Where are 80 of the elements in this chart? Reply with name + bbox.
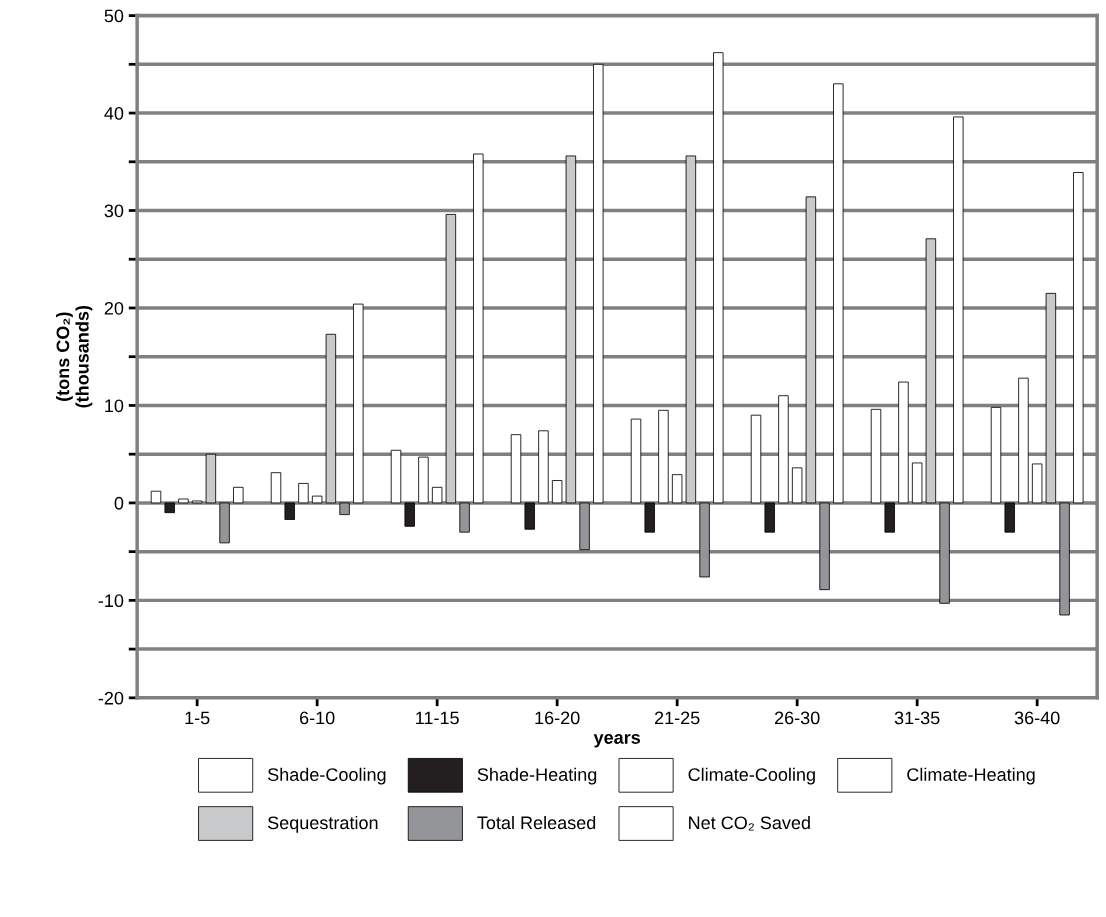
y-tick-label: 50	[104, 9, 124, 23]
bar	[819, 502, 830, 591]
bar	[1004, 502, 1015, 533]
bar	[431, 486, 443, 504]
x-tick-label: 6-10	[300, 711, 335, 725]
bar	[685, 155, 697, 504]
bar	[911, 462, 923, 504]
bar	[510, 434, 522, 504]
bar	[339, 502, 350, 516]
legend-label: Shade-Heating	[477, 767, 597, 785]
legend-label: Total Released	[477, 815, 596, 830]
bar	[870, 408, 882, 504]
bar	[150, 490, 162, 504]
bar	[459, 502, 470, 533]
y-tick-label: 30	[104, 204, 124, 218]
bar	[833, 83, 844, 504]
legend-label: Shade-Cooling	[267, 767, 386, 785]
bar	[1031, 463, 1043, 504]
bar	[524, 502, 535, 530]
y-tick-label: -20	[98, 691, 124, 705]
y-tick-label: 0	[114, 496, 124, 510]
bar	[473, 153, 484, 504]
bar	[284, 502, 295, 520]
bar	[953, 116, 964, 504]
bar	[311, 495, 323, 504]
bar	[593, 63, 604, 504]
bar	[205, 453, 217, 504]
y-tick-label: 40	[104, 106, 124, 120]
bar	[778, 395, 789, 504]
bar	[219, 502, 230, 544]
bar	[713, 52, 724, 504]
bar	[538, 430, 549, 504]
bar	[990, 406, 1002, 504]
bar	[764, 502, 775, 533]
bar	[699, 502, 710, 578]
bar	[298, 483, 309, 504]
x-tick-label: 11-15	[416, 711, 459, 725]
bar	[925, 238, 937, 504]
bar	[644, 502, 655, 533]
bar	[579, 502, 590, 551]
bar	[884, 502, 895, 533]
bar	[445, 214, 457, 504]
y-axis-title: (tons CO₂) (thousands)	[56, 305, 93, 408]
y-tick-label: -10	[98, 594, 124, 608]
bar	[658, 409, 669, 504]
bar	[233, 486, 244, 504]
legend-label: Sequestration	[267, 815, 378, 833]
x-tick-label: 16-20	[535, 711, 580, 725]
bar	[565, 155, 577, 504]
bar	[898, 381, 909, 504]
bar	[805, 196, 817, 504]
bar	[939, 502, 950, 604]
bar	[325, 333, 337, 504]
bar	[630, 418, 642, 504]
legend-label: Net CO₂ Saved	[689, 815, 810, 831]
bar	[404, 502, 415, 527]
x-axis-title: years	[593, 734, 641, 748]
x-tick-label: 36-40	[1014, 711, 1060, 725]
bar	[270, 472, 282, 504]
bar	[164, 502, 175, 514]
bar	[178, 498, 189, 504]
bar	[1045, 292, 1057, 504]
bar	[1059, 502, 1070, 616]
bar	[1018, 377, 1029, 504]
bar	[750, 414, 762, 504]
bar	[390, 449, 402, 504]
y-tick-label: 20	[104, 301, 124, 315]
bar	[791, 467, 803, 504]
x-tick-label: 26-30	[774, 711, 820, 725]
x-tick-label: 31-35	[894, 711, 940, 725]
x-tick-label: 21-25	[654, 711, 700, 725]
x-tick-label: 1-5	[185, 711, 210, 725]
y-tick-label: 10	[105, 399, 124, 413]
bar	[551, 480, 563, 504]
legend-label: Climate-Cooling	[688, 767, 815, 785]
bar	[671, 474, 683, 504]
legend-label: Climate-Heating	[907, 767, 1035, 785]
bar	[353, 303, 364, 504]
bar	[1073, 172, 1084, 504]
bar	[418, 456, 429, 504]
